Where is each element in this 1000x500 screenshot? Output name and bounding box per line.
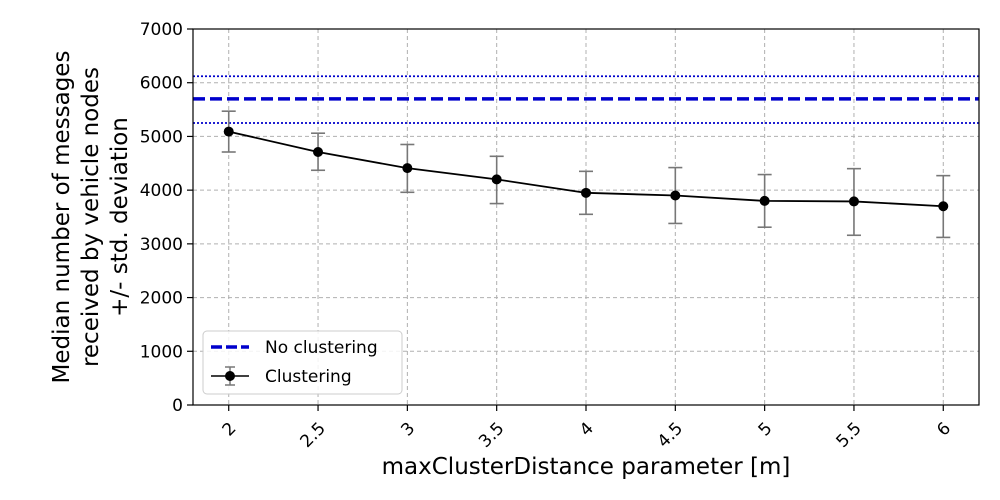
clustering-point [670,190,681,201]
clustering-point [938,201,949,212]
legend-box [202,330,403,395]
y-axis-title: Median number of messages received by ve… [49,51,133,384]
x-tick-label: 2.5 [297,419,330,452]
y-axis-title-line-2: received by vehicle nodes [78,67,104,367]
y-tick-label: 2000 [140,289,183,309]
clustering-point [581,187,591,198]
axis-ticks: 0 1000 2000 3000 4000 5000 6000 7000 2 2.5 3 3.5 4 4.… [140,20,955,452]
y-tick-label: 0 [172,396,183,416]
x-tick-label: 3 [397,419,419,441]
legend: No clustering Clustering [202,330,403,395]
clustering-point [491,174,502,185]
clustering-point [313,147,324,158]
legend-label-clustering: Clustering [265,367,352,387]
legend-swatch-clustering-marker [225,371,235,381]
y-tick-label: 1000 [140,342,183,362]
y-axis-title-line-3: +/- std. deviation [107,117,133,317]
y-axis-title-line-1: Median number of messages [49,51,75,384]
clustering-point [848,196,859,207]
x-tick-label: 2 [219,419,241,441]
y-tick-label: 5000 [140,127,183,147]
x-tick-label: 4.5 [654,419,687,452]
x-tick-label: 5.5 [832,419,865,452]
x-axis-title: maxClusterDistance parameter [m] [382,454,791,480]
x-tick-label: 3.5 [475,419,508,452]
x-tick-label: 4 [576,419,598,441]
y-tick-label: 4000 [140,181,183,201]
legend-label-no-clustering: No clustering [265,338,378,358]
clustering-point [402,163,413,174]
y-tick-label: 6000 [140,74,183,94]
clustering-point [223,126,234,137]
y-tick-label: 3000 [140,235,183,255]
no-clustering-lines [193,75,979,124]
y-tick-label: 7000 [140,20,183,40]
x-tick-label: 6 [933,419,955,441]
x-tick-label: 5 [755,419,777,441]
clustering-series [221,110,951,239]
clustering-point [759,195,770,206]
